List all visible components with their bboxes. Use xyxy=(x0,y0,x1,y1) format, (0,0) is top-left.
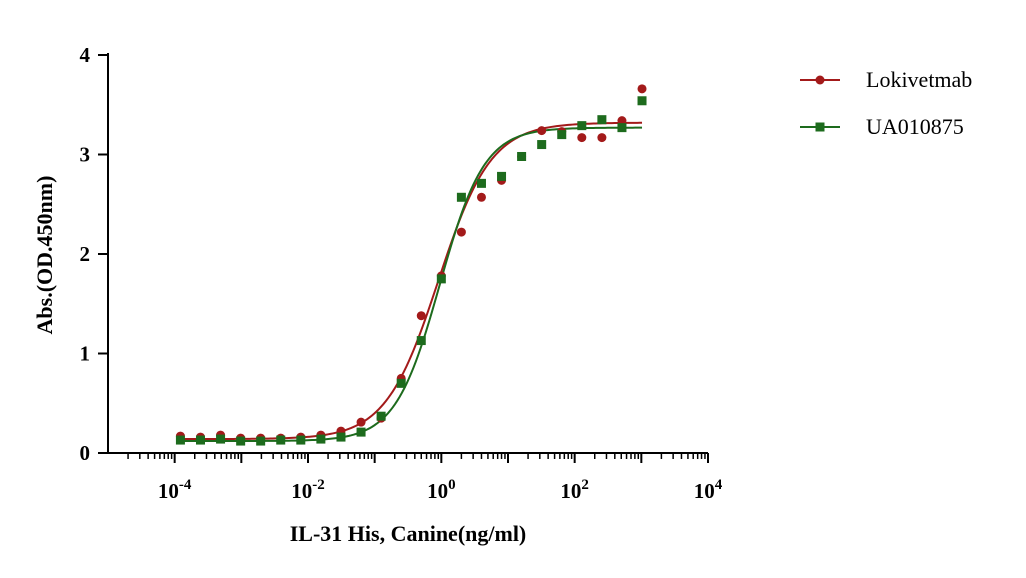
legend-marker xyxy=(815,75,825,85)
data-point xyxy=(537,126,547,136)
x-tick-label: 100 xyxy=(427,477,456,503)
data-point xyxy=(256,436,266,446)
data-point xyxy=(436,274,446,284)
y-axis-title: Abs.(OD.450nm) xyxy=(32,176,57,335)
data-point xyxy=(416,336,426,346)
data-point xyxy=(336,432,346,442)
fit-curve-ua010875 xyxy=(180,126,643,443)
data-point xyxy=(537,140,547,150)
data-point xyxy=(316,434,326,444)
data-point xyxy=(376,411,386,421)
data-point xyxy=(195,435,205,445)
x-axis-title: IL-31 His, Canine(ng/ml) xyxy=(290,521,527,546)
data-point xyxy=(497,171,507,181)
data-point xyxy=(637,84,647,94)
data-points xyxy=(175,84,647,446)
x-tick-label: 10-2 xyxy=(291,477,325,503)
data-point xyxy=(577,133,587,143)
data-point xyxy=(577,121,587,131)
legend-item: Lokivetmab xyxy=(800,67,972,92)
y-tick-label: 3 xyxy=(80,143,91,167)
legend-label: UA010875 xyxy=(866,114,964,139)
data-point xyxy=(216,434,226,444)
fit-curves xyxy=(180,121,643,443)
legend: Lokivetmab UA010875 xyxy=(800,67,972,139)
data-point xyxy=(296,435,306,445)
y-tick-label: 4 xyxy=(80,43,91,67)
y-tick-label: 0 xyxy=(80,441,91,465)
x-tick-label: 102 xyxy=(560,477,589,503)
data-point xyxy=(456,192,466,202)
legend-marker xyxy=(815,122,825,132)
data-point xyxy=(356,427,366,437)
legend-label: Lokivetmab xyxy=(866,67,972,92)
data-point xyxy=(356,417,366,427)
data-point xyxy=(476,178,486,188)
data-point xyxy=(396,378,406,388)
data-point xyxy=(517,151,527,161)
y-tick-label: 1 xyxy=(80,342,91,366)
data-point xyxy=(597,133,607,143)
data-point xyxy=(637,96,647,106)
axes xyxy=(98,53,709,463)
data-point xyxy=(557,130,567,140)
x-tick-label: 104 xyxy=(694,477,723,503)
data-point xyxy=(476,192,486,202)
tick-labels: 0 1 2 3 4 10-4 10-2 100 102 104 xyxy=(80,43,723,503)
y-tick-label: 2 xyxy=(80,242,91,266)
data-point xyxy=(617,116,627,126)
data-point xyxy=(416,311,426,321)
data-point xyxy=(236,436,246,446)
data-point xyxy=(276,435,286,445)
data-point xyxy=(456,227,466,237)
data-point xyxy=(175,435,185,445)
x-tick-label: 10-4 xyxy=(158,477,192,503)
data-point xyxy=(617,123,627,133)
fit-curve-lokivetmab xyxy=(180,121,643,441)
legend-item: UA010875 xyxy=(800,114,964,139)
data-point xyxy=(597,115,607,125)
